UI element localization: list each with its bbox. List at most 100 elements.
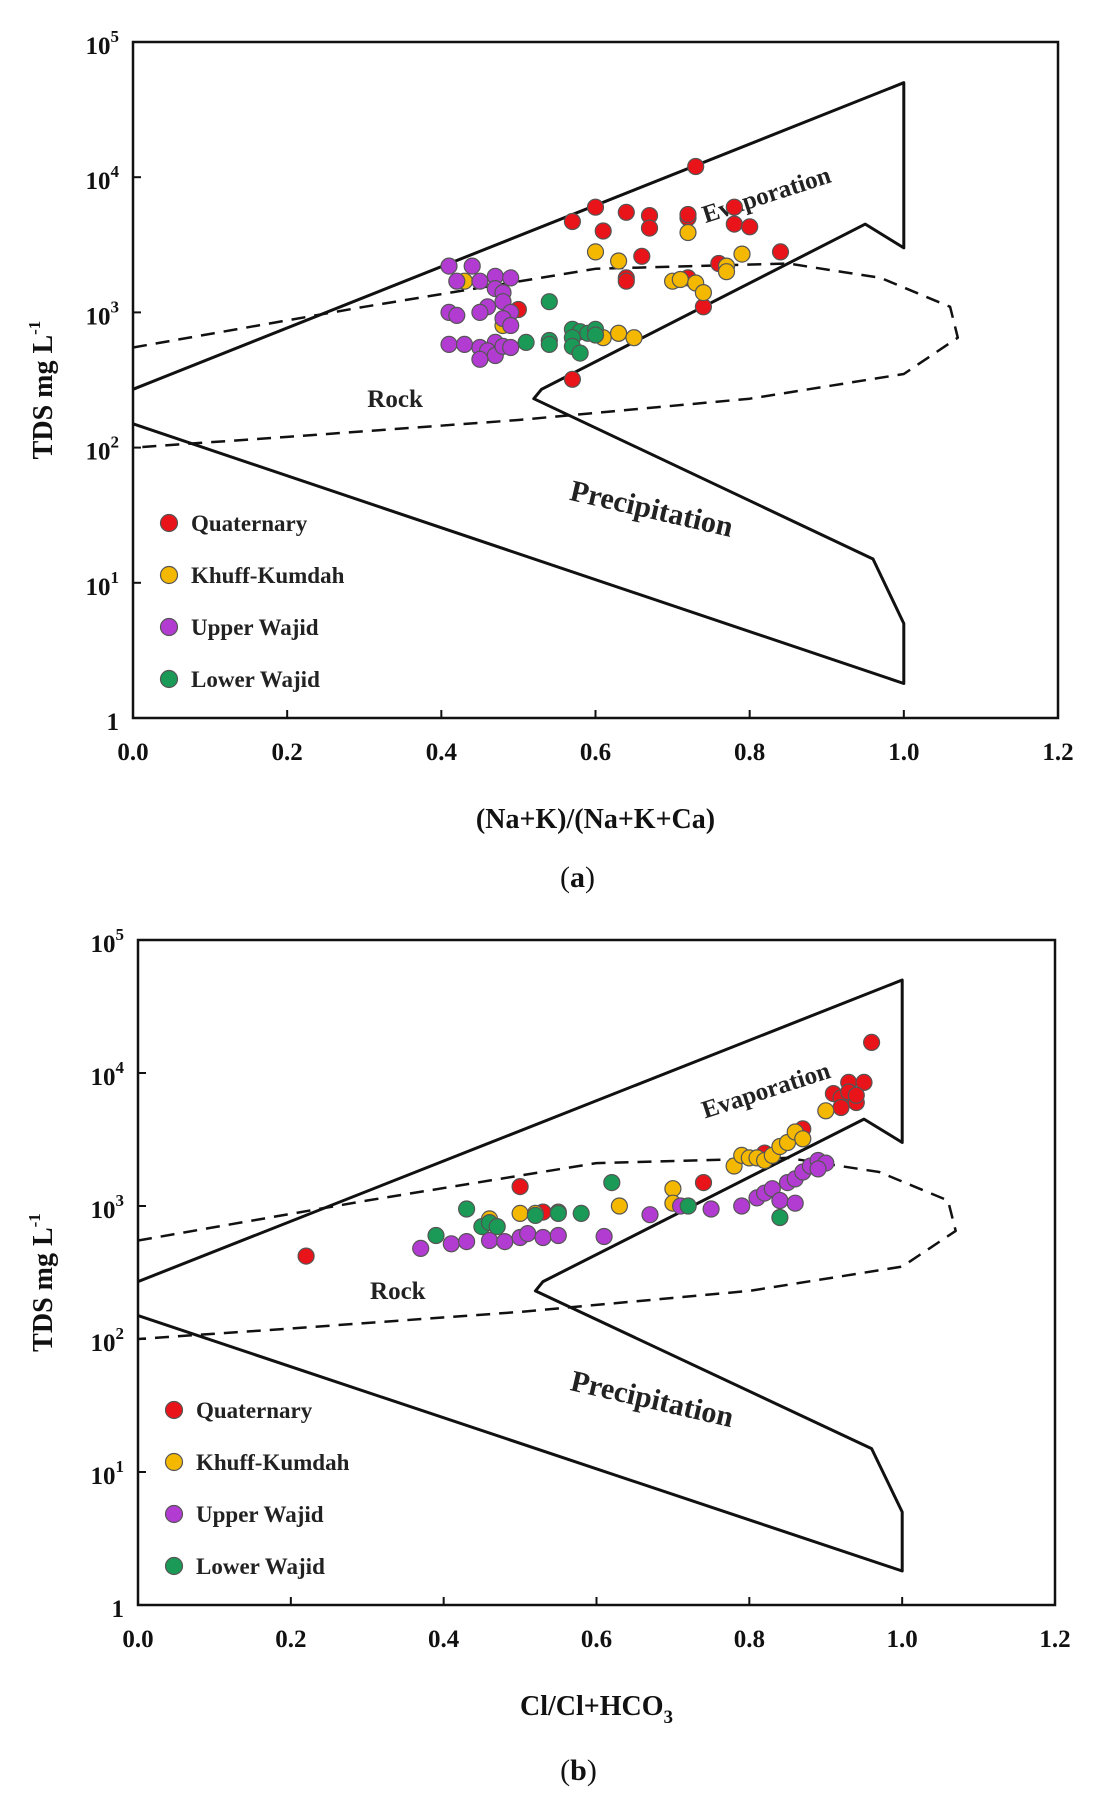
y-tick-label: 103 xyxy=(91,1191,125,1224)
data-point xyxy=(640,219,659,237)
x-tick-label: 1.2 xyxy=(1042,739,1073,766)
data-point xyxy=(440,257,458,275)
chart-panel-b: 0.0 0.2 0.4 0.6 0.8 1.0 1.21101102103104105Cl/… xyxy=(25,925,1071,1787)
data-point xyxy=(455,335,474,353)
x-axis: 0.0 0.2 0.4 0.6 0.8 1.0 1.2 xyxy=(122,1597,1071,1653)
legend-label: Upper Wajid xyxy=(196,1502,324,1527)
panel-caption-letter: a xyxy=(570,861,585,894)
y-axis-title-text: TDS mg L xyxy=(28,335,59,459)
data-point xyxy=(586,198,605,216)
legend-label: Lower Wajid xyxy=(191,667,320,692)
y-axis-title: TDS mg L-1 xyxy=(25,1213,59,1352)
data-point xyxy=(448,306,466,324)
legend-marker xyxy=(159,565,179,585)
data-point xyxy=(549,1204,567,1223)
data-point xyxy=(687,157,705,176)
data-point xyxy=(540,335,558,353)
data-point xyxy=(502,269,520,287)
x-tick-label: 0.4 xyxy=(428,1626,460,1653)
series-upper-wajid xyxy=(440,257,520,368)
data-point xyxy=(412,1239,430,1258)
rock-dominance-boundary xyxy=(133,262,960,449)
y-tick-exponent: 2 xyxy=(116,1324,125,1343)
data-point xyxy=(741,218,759,236)
data-point xyxy=(563,212,582,231)
data-point xyxy=(679,1197,697,1215)
data-point xyxy=(458,1232,476,1251)
y-tick-exponent: 5 xyxy=(116,925,125,944)
legend-label: Quaternary xyxy=(196,1398,313,1423)
data-point xyxy=(771,243,790,261)
series-lower-wajid xyxy=(517,293,605,362)
data-point xyxy=(610,1197,629,1215)
y-tick-base: 10 xyxy=(91,1463,116,1490)
data-points xyxy=(297,1033,881,1265)
data-point xyxy=(771,1208,789,1227)
data-point xyxy=(297,1247,315,1265)
data-point xyxy=(519,1224,537,1243)
data-point xyxy=(794,1130,812,1148)
data-point xyxy=(603,1173,621,1192)
y-tick-base: 1 xyxy=(107,709,120,736)
data-point xyxy=(458,1200,476,1218)
data-point xyxy=(572,1204,590,1223)
x-tick-label: 0.2 xyxy=(275,1626,306,1653)
y-tick-label: 101 xyxy=(91,1457,125,1490)
gibbs-boundary-line xyxy=(138,978,904,1573)
data-point xyxy=(463,257,481,275)
y-tick-label: 1 xyxy=(112,1596,125,1623)
data-point xyxy=(563,370,582,388)
y-tick-label: 104 xyxy=(86,162,120,195)
data-point xyxy=(725,198,743,216)
x-axis-title: (Na+K)/(Na+K+Ca) xyxy=(476,804,715,835)
x-tick-label: 1.2 xyxy=(1039,1626,1070,1653)
legend-marker xyxy=(159,669,179,689)
series-lower-wajid xyxy=(427,1173,789,1245)
data-point xyxy=(595,1227,613,1246)
data-point xyxy=(862,1033,881,1052)
x-tick-label: 0.8 xyxy=(734,739,765,766)
legend-marker xyxy=(164,1504,184,1524)
y-tick-label: 102 xyxy=(91,1324,125,1357)
series-quaternary xyxy=(297,1033,881,1265)
data-point xyxy=(733,245,751,263)
x-axis-title-text: (Na+K)/(Na+K+Ca) xyxy=(476,804,715,835)
panel-caption: (b) xyxy=(560,1754,597,1787)
data-point xyxy=(733,1197,751,1215)
data-point xyxy=(471,303,489,321)
data-point xyxy=(609,252,628,270)
data-point xyxy=(511,1204,529,1223)
legend-marker xyxy=(159,617,179,637)
data-point xyxy=(633,247,651,265)
y-tick-base: 10 xyxy=(86,168,111,195)
rock-dominance-boundary xyxy=(138,1156,957,1341)
data-point xyxy=(427,1226,445,1245)
y-tick-base: 10 xyxy=(91,1197,116,1224)
gibbs-boundary-line xyxy=(133,81,906,685)
rock-label: Rock xyxy=(370,1278,426,1305)
y-axis-title: TDS mg L-1 xyxy=(25,321,59,460)
legend-label: Khuff-Kumdah xyxy=(196,1450,350,1475)
data-point xyxy=(534,1228,552,1247)
x-axis-title: Cl/Cl+HCO3 xyxy=(520,1691,673,1728)
y-axis-title-superscript: -1 xyxy=(25,1213,44,1227)
data-points xyxy=(440,157,790,388)
data-point xyxy=(471,350,489,368)
y-tick-label: 105 xyxy=(91,925,125,958)
y-tick-label: 102 xyxy=(86,433,120,466)
legend-label: Quaternary xyxy=(191,511,308,536)
data-point xyxy=(617,272,635,290)
y-tick-exponent: 4 xyxy=(111,162,120,181)
y-tick-exponent: 3 xyxy=(111,297,120,316)
data-point xyxy=(471,272,489,290)
y-tick-exponent: 5 xyxy=(111,27,120,46)
data-point xyxy=(571,344,589,362)
data-point xyxy=(855,1073,873,1092)
y-tick-base: 10 xyxy=(86,303,111,330)
data-point xyxy=(549,1226,567,1245)
legend: Quaternary Khuff-Kumdah Upper Wajid Lower W… xyxy=(159,511,345,692)
x-axis: 0.0 0.2 0.4 0.6 0.8 1.0 1.2 xyxy=(117,710,1074,766)
data-point xyxy=(679,223,697,242)
